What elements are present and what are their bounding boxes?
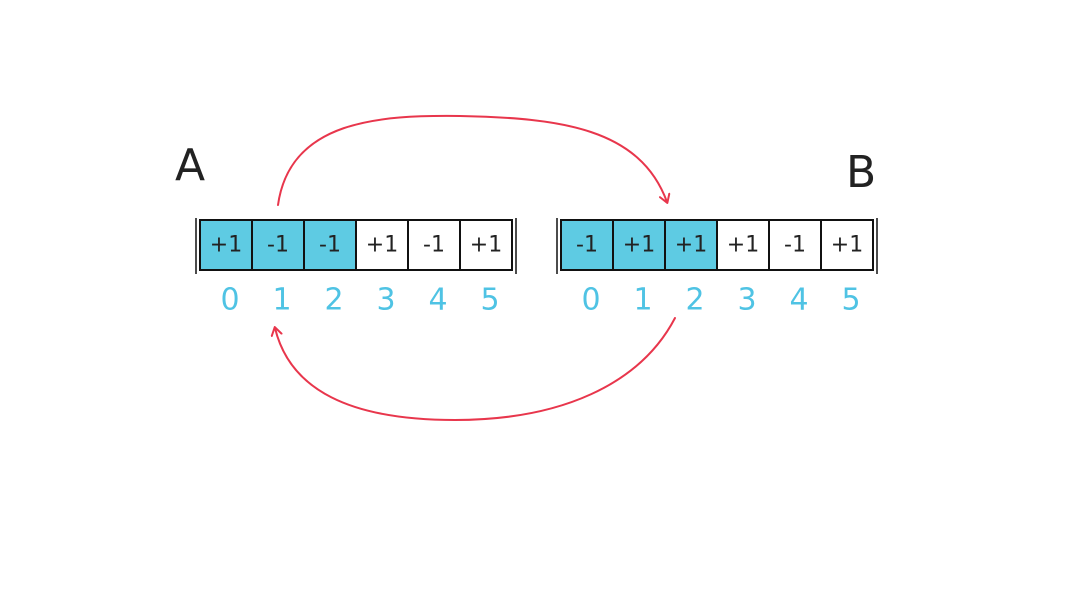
array-b: -1 0 +1 1 +1 2 +1 3 -1 4 +1 5: [556, 218, 878, 318]
array-b-cell-4: [768, 219, 822, 271]
array-a-cell-5-value: +1: [470, 233, 502, 258]
array-b-cell-1: [612, 219, 666, 271]
array-a-index-4: 4: [428, 283, 447, 318]
array-b-index-2: 2: [685, 283, 704, 318]
array-b-cell-3: [716, 219, 770, 271]
array-a-label: A: [175, 140, 205, 191]
array-b-cell-0: [560, 219, 614, 271]
array-a-index-5: 5: [480, 283, 499, 318]
array-a-cell-0: [199, 219, 253, 271]
array-b-index-5: 5: [841, 283, 860, 318]
array-a-cell-4-value: -1: [423, 233, 445, 258]
array-b-cell-5: [820, 219, 874, 271]
array-a-cell-5: [459, 219, 513, 271]
array-a-index-2: 2: [324, 283, 343, 318]
array-a-cell-3-value: +1: [366, 233, 398, 258]
array-b-index-4: 4: [789, 283, 808, 318]
array-b-index-0: 0: [581, 283, 600, 318]
array-a-cell-2: [303, 219, 357, 271]
array-a-cell-4: [407, 219, 461, 271]
arrow-b2-to-a1: [270, 317, 676, 421]
array-a: +1 0 -1 1 -1 2 +1 3 -1 4 +1 5: [195, 218, 517, 318]
array-b-cell-4-value: -1: [784, 233, 806, 258]
array-a-cell-0-value: +1: [210, 233, 242, 258]
array-b-cell-3-value: +1: [727, 233, 759, 258]
array-a-cell-1-value: -1: [267, 233, 289, 258]
array-a-index-0: 0: [220, 283, 239, 318]
array-b-cell-2: [664, 219, 718, 271]
array-a-index-1: 1: [272, 283, 291, 318]
array-a-index-3: 3: [376, 283, 395, 318]
array-b-index-3: 3: [737, 283, 756, 318]
array-b-label: B: [846, 147, 876, 198]
arrow-a1-to-b2: [277, 114, 671, 206]
array-a-cell-1: [251, 219, 305, 271]
array-b-index-1: 1: [633, 283, 652, 318]
array-b-cell-5-value: +1: [831, 233, 863, 258]
array-a-cell-2-value: -1: [319, 233, 341, 258]
array-b-cell-2-value: +1: [675, 233, 707, 258]
array-b-cell-1-value: +1: [623, 233, 655, 258]
array-b-cell-0-value: -1: [576, 233, 598, 258]
